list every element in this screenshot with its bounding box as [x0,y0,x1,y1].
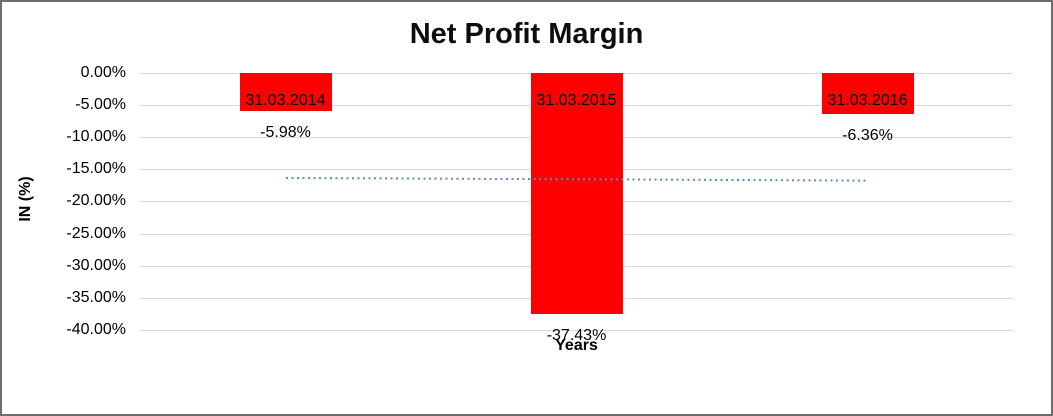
data-label: -5.98% [260,124,311,142]
y-tick-label: 0.00% [80,63,126,81]
gridline [140,330,1013,332]
bar-31.03.2016 [821,72,914,114]
y-tick-label: -25.00% [66,224,126,242]
x-axis-title: Years [555,337,598,354]
data-label: -37.43% [546,326,607,344]
y-tick-label: -5.00% [75,95,126,113]
category-label: 31.03.2014 [245,92,326,109]
data-label: -6.36% [842,126,893,144]
y-tick-label: -40.00% [66,321,126,339]
y-tick-label: -30.00% [66,256,126,274]
bar-31.03.2015 [530,72,623,314]
y-tick-label: -15.00% [66,160,126,178]
y-tick-label: -10.00% [66,128,126,145]
category-label: 31.03.2015 [536,92,617,109]
chart-title: Net Profit Margin [409,18,644,50]
category-label: 31.03.2016 [827,92,908,109]
bar-31.03.2014 [239,72,332,112]
y-tick-label: -20.00% [66,192,126,210]
y-tick-label: -35.00% [66,289,126,306]
